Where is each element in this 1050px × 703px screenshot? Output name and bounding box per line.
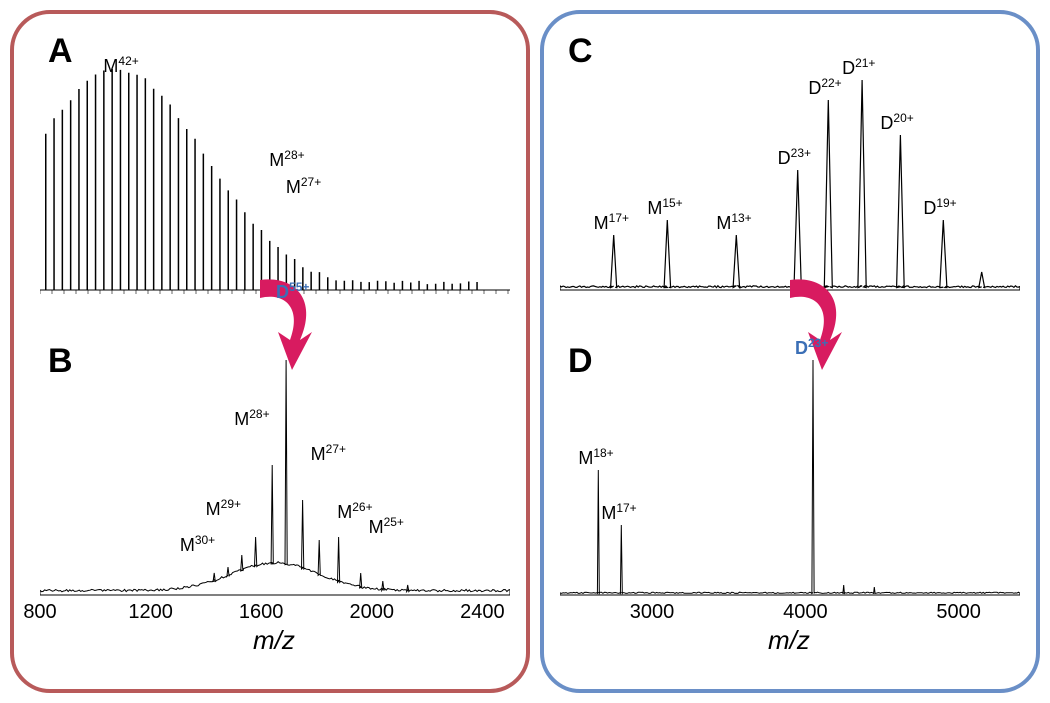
- panel-letter-B: B: [48, 342, 73, 381]
- tick-right-1: 4000: [783, 601, 828, 624]
- tick-left-3: 2000: [350, 601, 395, 624]
- subplot-D: [560, 340, 1020, 640]
- tick-right-0: 3000: [630, 601, 675, 624]
- peak-label-D-1: M17+: [601, 501, 636, 524]
- peak-label-A-0: M42+: [103, 54, 138, 77]
- peak-label-A-1: M28+: [269, 148, 304, 171]
- peak-label-D-0: M18+: [578, 446, 613, 469]
- tick-right-2: 5000: [936, 601, 981, 624]
- peak-label-B-4: M27+: [311, 442, 346, 465]
- peak-label-C-7: D19+: [923, 196, 956, 219]
- panel-letter-C: C: [568, 32, 593, 71]
- tick-left-0: 800: [23, 601, 56, 624]
- peak-label-C-5: D21+: [842, 56, 875, 79]
- peak-label-C-0: M17+: [594, 211, 629, 234]
- axis-label-right: m/z: [768, 625, 810, 656]
- subplot-B: [40, 340, 510, 640]
- peak-label-C-3: D23+: [778, 146, 811, 169]
- subplot-C: [560, 30, 1020, 320]
- peak-label-C-4: D22+: [808, 76, 841, 99]
- peak-label-B-3: D55+: [276, 280, 309, 303]
- panel-letter-A: A: [48, 32, 73, 71]
- peak-label-B-0: M30+: [180, 533, 215, 556]
- peak-label-C-2: M13+: [716, 211, 751, 234]
- tick-left-4: 2400: [460, 601, 505, 624]
- peak-label-C-1: M15+: [647, 196, 682, 219]
- peak-label-B-1: M29+: [206, 497, 241, 520]
- peak-label-B-6: M25+: [369, 515, 404, 538]
- peak-label-B-2: M28+: [234, 407, 269, 430]
- panel-letter-D: D: [568, 342, 593, 381]
- tick-left-2: 1600: [239, 601, 284, 624]
- peak-label-A-2: M27+: [286, 175, 321, 198]
- peak-label-B-5: M26+: [337, 500, 372, 523]
- peak-label-D-2: D23+: [795, 336, 828, 359]
- axis-label-left: m/z: [253, 625, 295, 656]
- figure-root: 800 1200 1600 2000 2400 3000 4000 5000 m/z m/z…: [0, 0, 1050, 703]
- tick-left-1: 1200: [128, 601, 173, 624]
- peak-label-C-6: D20+: [880, 111, 913, 134]
